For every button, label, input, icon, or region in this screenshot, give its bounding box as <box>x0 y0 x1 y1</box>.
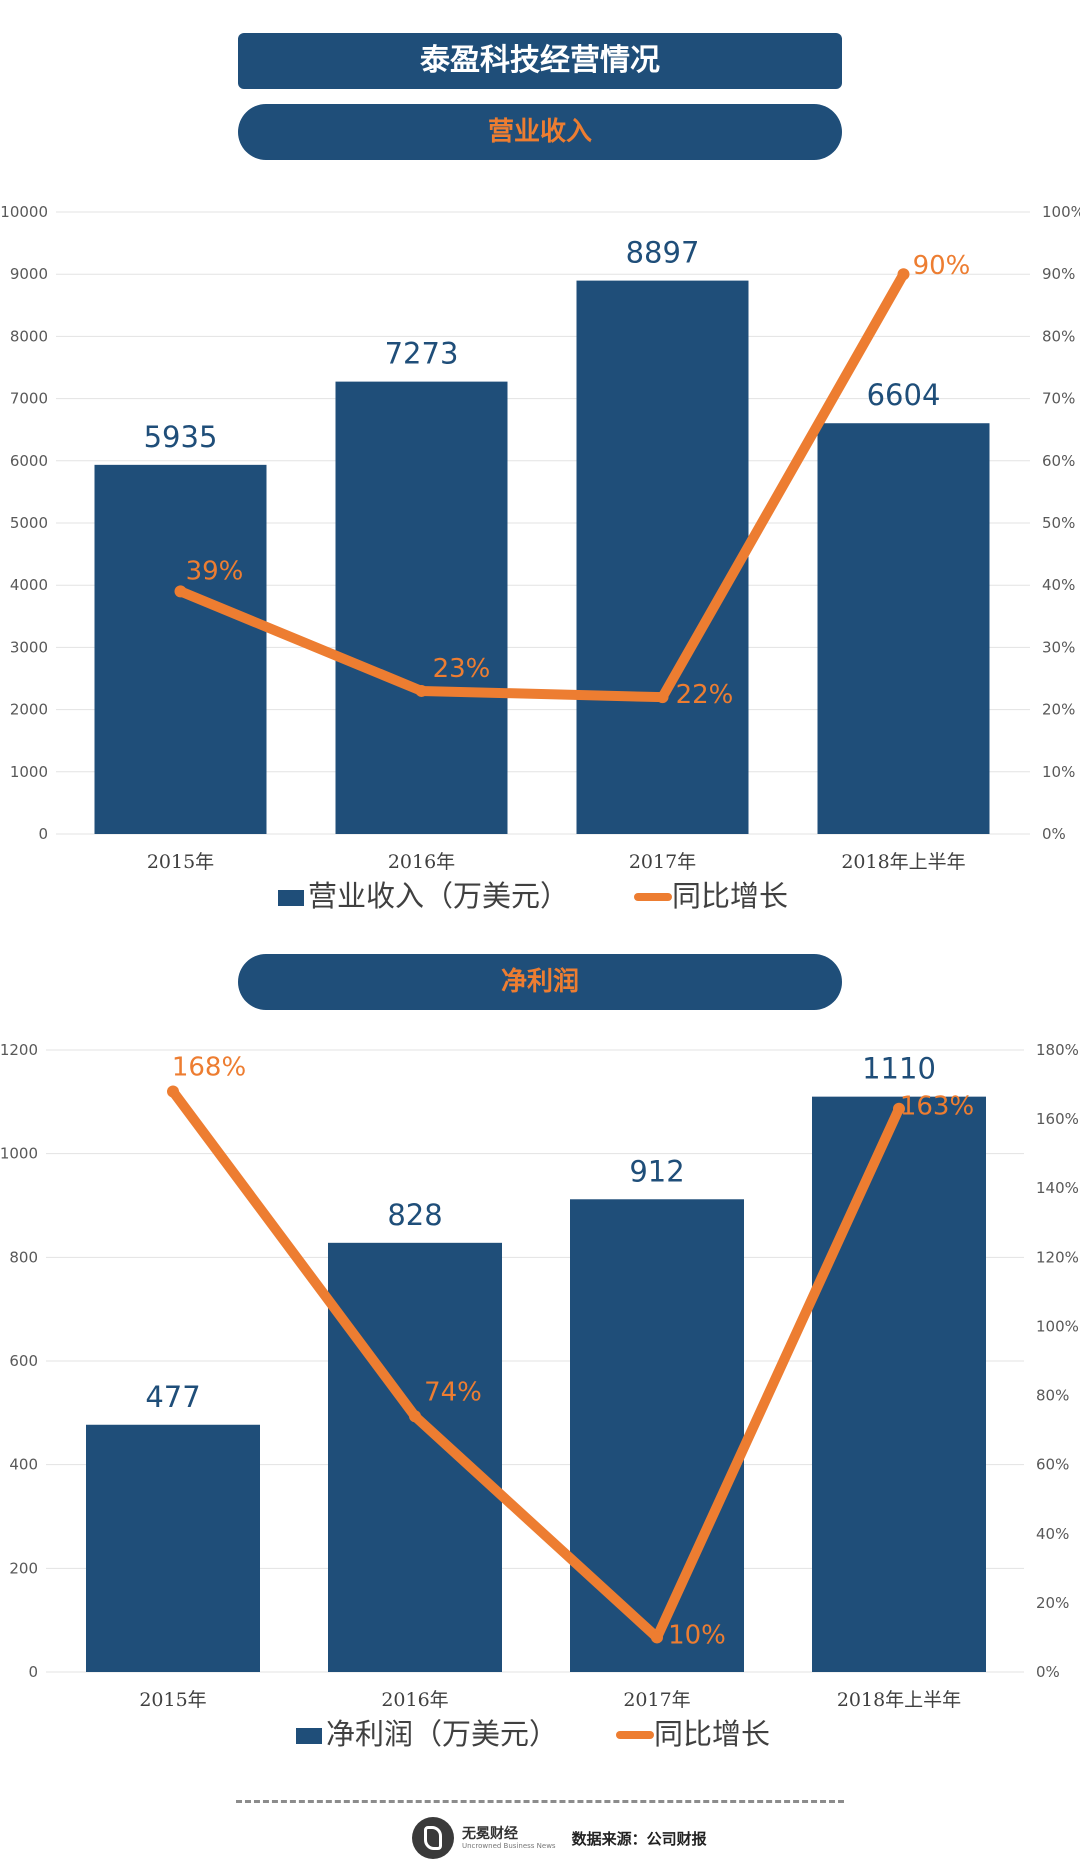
y2-tick-label: 120% <box>1036 1248 1079 1266</box>
profit-section-title: 净利润 <box>238 954 842 1010</box>
legend-bar-label: 营业收入（万美元） <box>308 879 569 913</box>
growth-label: 163% <box>900 1092 974 1122</box>
y-tick-label: 9000 <box>10 265 48 283</box>
bar-value-label: 8897 <box>626 236 700 270</box>
y-tick-label: 6000 <box>10 452 48 470</box>
bar-value-label: 1110 <box>862 1052 936 1086</box>
x-tick-label: 2015年 <box>139 1689 206 1711</box>
bar <box>817 423 990 834</box>
bar <box>86 1424 260 1672</box>
growth-point <box>897 268 910 281</box>
y-tick-label: 10000 <box>0 203 48 221</box>
y-tick-label: 3000 <box>10 638 48 656</box>
y-tick-label: 7000 <box>10 390 48 408</box>
y2-tick-label: 10% <box>1042 763 1075 781</box>
bar-value-label: 5935 <box>144 420 218 454</box>
y-tick-label: 1000 <box>10 763 48 781</box>
brand-name: 无冕财经 <box>462 1825 518 1842</box>
y-tick-label: 400 <box>9 1456 38 1474</box>
page-title: 泰盈科技经营情况 <box>238 33 842 89</box>
y2-tick-label: 140% <box>1036 1179 1079 1197</box>
x-tick-label: 2016年 <box>381 1689 448 1711</box>
legend-bar-swatch <box>278 890 304 906</box>
brand-name-en: Uncrowned Business News <box>462 1841 556 1850</box>
growth-label: 168% <box>172 1052 246 1082</box>
y2-tick-label: 80% <box>1042 327 1075 345</box>
y2-tick-label: 60% <box>1036 1456 1069 1474</box>
growth-point <box>167 1085 179 1098</box>
brand: 无冕财经 Uncrowned Business News <box>462 1826 556 1851</box>
growth-line <box>175 269 909 703</box>
bar-value-label: 828 <box>387 1198 442 1232</box>
y2-tick-label: 180% <box>1036 1041 1079 1059</box>
growth-label: 90% <box>913 251 971 281</box>
footer-divider <box>236 1800 844 1803</box>
y2-tick-label: 0% <box>1036 1663 1060 1681</box>
y2-tick-label: 80% <box>1036 1387 1069 1405</box>
y2-tick-label: 70% <box>1042 390 1075 408</box>
growth-point <box>415 684 428 697</box>
y2-tick-label: 40% <box>1036 1525 1069 1543</box>
revenue-section-title: 营业收入 <box>238 104 842 160</box>
y-tick-label: 600 <box>9 1352 38 1370</box>
y-tick-label: 800 <box>9 1248 38 1266</box>
y-tick-label: 0 <box>38 825 48 843</box>
growth-label: 39% <box>186 556 244 586</box>
bar-value-label: 7273 <box>385 337 459 371</box>
footer: 无冕财经 Uncrowned Business News 数据来源：公司财报 <box>412 1816 707 1860</box>
x-tick-label: 2016年 <box>388 851 455 873</box>
bar-value-label: 912 <box>629 1154 684 1188</box>
y-tick-label: 1200 <box>0 1041 38 1059</box>
x-tick-label: 2017年 <box>629 851 696 873</box>
y-tick-label: 2000 <box>10 701 48 719</box>
y2-tick-label: 160% <box>1036 1110 1079 1128</box>
growth-label: 10% <box>668 1620 726 1650</box>
y2-tick-label: 30% <box>1042 638 1075 656</box>
y2-tick-label: 20% <box>1042 701 1075 719</box>
y2-tick-label: 60% <box>1042 452 1075 470</box>
growth-point <box>651 1631 663 1644</box>
growth-label: 74% <box>424 1377 482 1407</box>
growth-point <box>656 691 669 704</box>
y-tick-label: 8000 <box>10 327 48 345</box>
growth-point <box>893 1102 905 1115</box>
y2-tick-label: 20% <box>1036 1594 1069 1612</box>
x-tick-label: 2015年 <box>147 851 214 873</box>
growth-line <box>168 1086 904 1643</box>
y2-tick-label: 0% <box>1042 825 1066 843</box>
bar <box>570 1199 744 1672</box>
x-tick-label: 2018年上半年 <box>837 1689 961 1711</box>
growth-point <box>174 585 187 598</box>
bar <box>94 464 267 834</box>
data-source: 数据来源：公司财报 <box>571 1829 707 1848</box>
legend-bar-label: 净利润（万美元） <box>326 1717 558 1751</box>
y-tick-label: 0 <box>28 1663 38 1681</box>
y2-tick-label: 50% <box>1042 514 1075 532</box>
growth-point <box>409 1410 421 1423</box>
y2-tick-label: 100% <box>1042 203 1080 221</box>
bar-value-label: 6604 <box>867 378 941 412</box>
y-tick-label: 4000 <box>10 576 48 594</box>
bar <box>335 381 508 834</box>
growth-label: 23% <box>433 654 491 684</box>
legend-bar-swatch <box>296 1728 322 1744</box>
y2-tick-label: 100% <box>1036 1317 1079 1335</box>
legend-line-label: 同比增长 <box>654 1717 770 1751</box>
x-tick-label: 2018年上半年 <box>841 851 965 873</box>
bar <box>328 1242 502 1672</box>
y2-tick-label: 40% <box>1042 576 1075 594</box>
bar-value-label: 477 <box>145 1380 200 1414</box>
bar <box>812 1096 986 1672</box>
brand-logo-icon <box>412 1817 454 1859</box>
growth-label: 22% <box>676 680 734 710</box>
y-tick-label: 5000 <box>10 514 48 532</box>
legend-line-label: 同比增长 <box>672 879 788 913</box>
y-tick-label: 1000 <box>0 1145 38 1163</box>
y-tick-label: 200 <box>9 1559 38 1577</box>
bar <box>576 280 749 835</box>
y2-tick-label: 90% <box>1042 265 1075 283</box>
x-tick-label: 2017年 <box>623 1689 690 1711</box>
